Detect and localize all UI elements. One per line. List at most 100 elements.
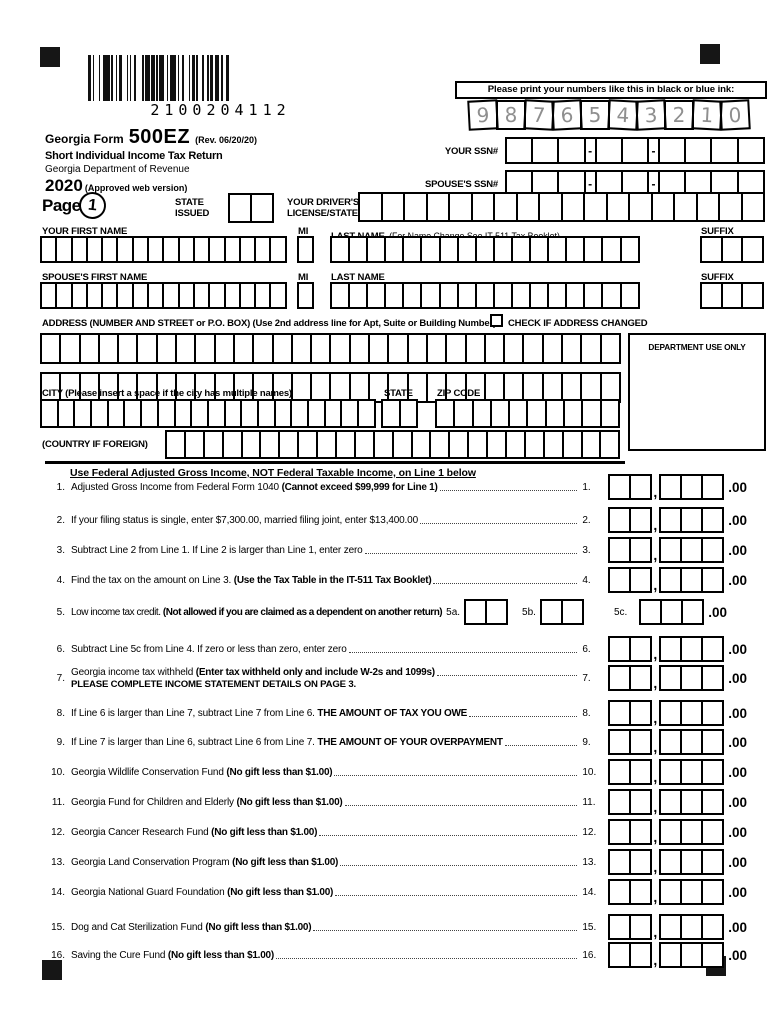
spouse-first-name-boxes[interactable]	[40, 282, 287, 309]
char-box[interactable]	[681, 599, 705, 625]
char-box[interactable]	[608, 879, 632, 905]
char-box[interactable]	[659, 474, 683, 500]
char-box[interactable]	[526, 399, 547, 428]
char-box[interactable]	[420, 236, 441, 263]
char-box[interactable]	[330, 282, 351, 309]
char-box[interactable]	[485, 599, 509, 625]
char-box[interactable]	[155, 333, 178, 364]
char-box[interactable]	[701, 665, 725, 691]
char-box[interactable]	[547, 282, 568, 309]
char-box[interactable]	[435, 399, 456, 428]
char-box[interactable]	[348, 236, 369, 263]
char-box[interactable]	[608, 759, 632, 785]
char-box[interactable]	[629, 507, 653, 533]
char-box[interactable]	[486, 430, 508, 459]
char-box[interactable]	[659, 700, 683, 726]
char-box[interactable]	[175, 333, 197, 364]
char-box[interactable]	[659, 914, 683, 940]
char-box[interactable]	[515, 192, 540, 222]
char-box[interactable]	[425, 192, 450, 222]
char-box[interactable]	[420, 282, 441, 309]
char-box[interactable]	[680, 665, 704, 691]
char-box[interactable]	[438, 236, 459, 263]
char-box[interactable]	[391, 430, 413, 459]
char-box[interactable]	[608, 700, 632, 726]
char-box[interactable]	[529, 282, 550, 309]
amount-hundreds-boxes[interactable]	[639, 599, 705, 625]
char-box[interactable]	[330, 236, 351, 263]
char-box[interactable]	[136, 333, 158, 364]
char-box[interactable]	[580, 430, 602, 459]
char-box[interactable]	[232, 333, 255, 364]
char-box[interactable]	[429, 430, 451, 459]
country-boxes[interactable]	[165, 430, 621, 459]
char-box[interactable]	[659, 759, 683, 785]
char-box[interactable]	[599, 333, 621, 364]
amount-hundreds-boxes[interactable]	[659, 700, 725, 726]
char-box[interactable]	[701, 636, 725, 662]
char-box[interactable]	[529, 236, 550, 263]
char-box[interactable]	[583, 192, 608, 222]
char-box[interactable]	[659, 537, 683, 563]
amount-hundreds-boxes[interactable]	[659, 942, 725, 968]
char-box[interactable]	[608, 942, 632, 968]
char-box[interactable]	[448, 192, 473, 222]
suffix-boxes[interactable]	[700, 236, 765, 263]
char-box[interactable]	[736, 137, 765, 164]
spouse-suffix-boxes[interactable]	[700, 282, 765, 309]
char-box[interactable]	[659, 729, 683, 755]
char-box[interactable]	[213, 333, 235, 364]
char-box[interactable]	[629, 914, 653, 940]
char-box[interactable]	[565, 282, 586, 309]
amount-thousands-boxes[interactable]	[608, 636, 653, 662]
char-box[interactable]	[601, 282, 622, 309]
char-box[interactable]	[718, 192, 743, 222]
amount-thousands-boxes[interactable]	[608, 879, 653, 905]
char-box[interactable]	[608, 474, 632, 500]
amount-thousands-boxes[interactable]	[608, 567, 653, 593]
char-box[interactable]	[660, 599, 684, 625]
char-box[interactable]	[720, 282, 744, 309]
char-box[interactable]	[474, 236, 495, 263]
char-box[interactable]	[456, 282, 477, 309]
char-box[interactable]	[741, 282, 765, 309]
char-box[interactable]	[659, 849, 683, 875]
char-box[interactable]	[701, 942, 725, 968]
char-box[interactable]	[659, 507, 683, 533]
your-ssn-boxes[interactable]: --	[505, 137, 765, 164]
char-box[interactable]	[544, 399, 566, 428]
char-box[interactable]	[700, 236, 723, 263]
amount-hundreds-boxes[interactable]	[659, 879, 725, 905]
char-box[interactable]	[165, 430, 186, 459]
drivers-license-boxes[interactable]	[358, 192, 765, 222]
char-box[interactable]	[310, 333, 332, 364]
char-box[interactable]	[368, 333, 390, 364]
char-box[interactable]	[557, 137, 586, 164]
char-box[interactable]	[659, 942, 683, 968]
char-box[interactable]	[492, 282, 513, 309]
char-box[interactable]	[97, 333, 120, 364]
char-box[interactable]	[594, 137, 623, 164]
char-box[interactable]	[580, 333, 602, 364]
char-box[interactable]	[505, 137, 534, 164]
amount-hundreds-boxes[interactable]	[659, 474, 725, 500]
char-box[interactable]	[608, 819, 632, 845]
amount-thousands-boxes[interactable]	[608, 819, 653, 845]
amount-thousands-boxes[interactable]	[608, 914, 653, 940]
char-box[interactable]	[252, 333, 274, 364]
char-box[interactable]	[659, 879, 683, 905]
char-box[interactable]	[565, 236, 586, 263]
amount-hundreds-boxes[interactable]	[659, 507, 725, 533]
char-box[interactable]	[297, 430, 319, 459]
char-box[interactable]	[59, 333, 81, 364]
char-box[interactable]	[608, 789, 632, 815]
char-box[interactable]	[366, 236, 387, 263]
char-box[interactable]	[619, 236, 640, 263]
char-box[interactable]	[701, 879, 725, 905]
amount-hundreds-boxes[interactable]	[659, 537, 725, 563]
amount-hundreds-boxes[interactable]	[659, 789, 725, 815]
city-boxes[interactable]	[40, 399, 376, 428]
amount-hundreds-boxes[interactable]	[659, 665, 725, 691]
zip-boxes[interactable]	[435, 399, 620, 428]
char-box[interactable]	[464, 333, 486, 364]
